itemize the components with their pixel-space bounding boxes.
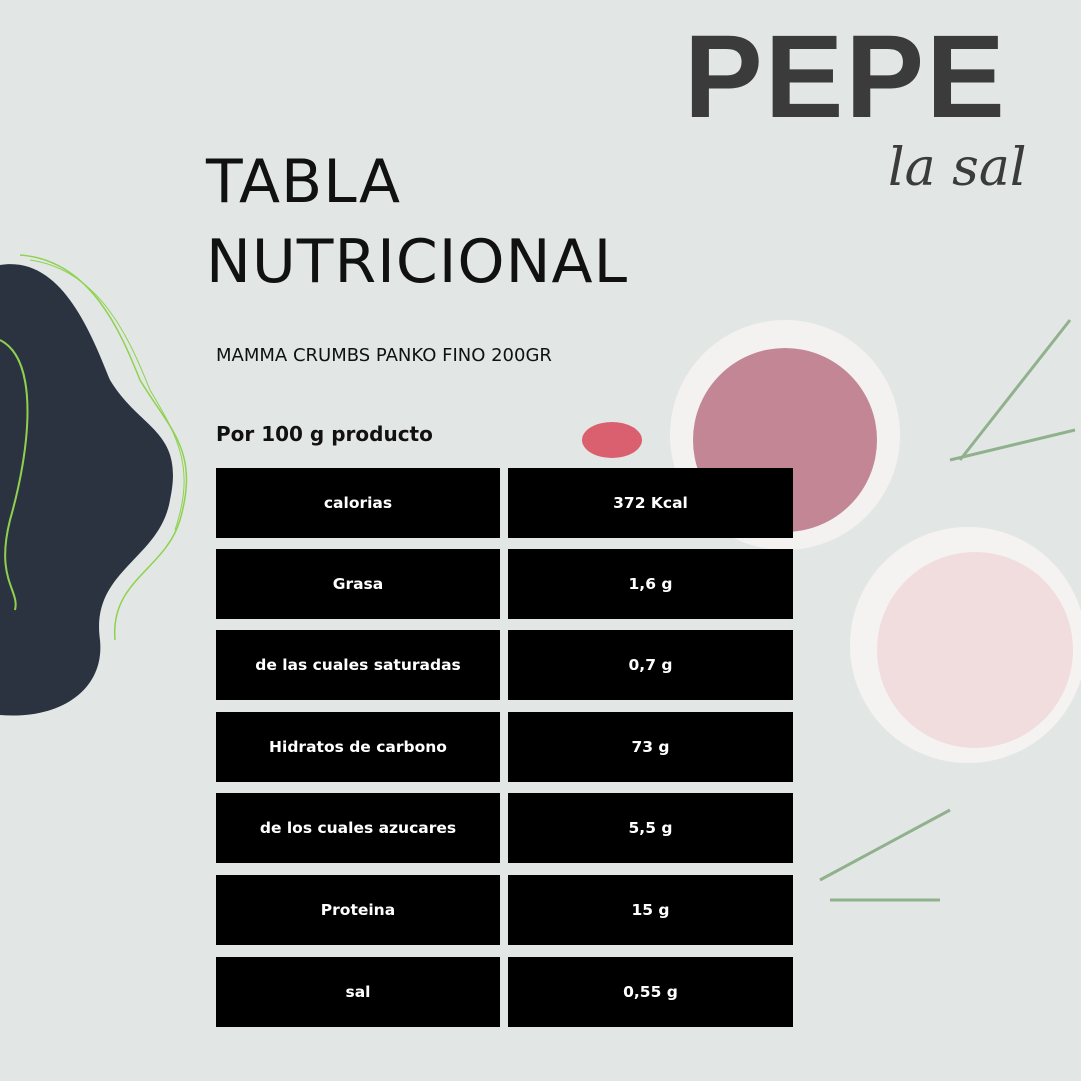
row-value: 5,5 g [508,793,793,863]
rosemary [819,319,1076,902]
page-title: TABLA NUTRICIONAL [206,142,628,302]
title-line: NUTRICIONAL [206,227,629,297]
dark-blob [0,264,173,716]
brand-logo: PEPE [684,11,1007,143]
row-value: 0,55 g [508,957,793,1027]
title-line: TABLA [206,147,402,217]
row-label: Hidratos de carbono [216,712,500,782]
row-label: calorias [216,468,500,538]
green-line [19,254,188,641]
row-value: 0,7 g [508,630,793,700]
green-line [0,339,29,611]
chili-slice [582,422,642,458]
row-value: 372 Kcal [508,468,793,538]
brand-tagline: la sal [888,138,1027,198]
row-value: 15 g [508,875,793,945]
row-label: de los cuales azucares [216,793,500,863]
serving-label: Por 100 g producto [216,422,433,446]
green-line [29,259,185,531]
row-value: 1,6 g [508,549,793,619]
row-label: Proteina [216,875,500,945]
row-label: de las cuales saturadas [216,630,500,700]
row-label: Grasa [216,549,500,619]
pink-salt [877,552,1073,748]
row-label: sal [216,957,500,1027]
row-value: 73 g [508,712,793,782]
product-name: MAMMA CRUMBS PANKO FINO 200GR [216,345,552,366]
